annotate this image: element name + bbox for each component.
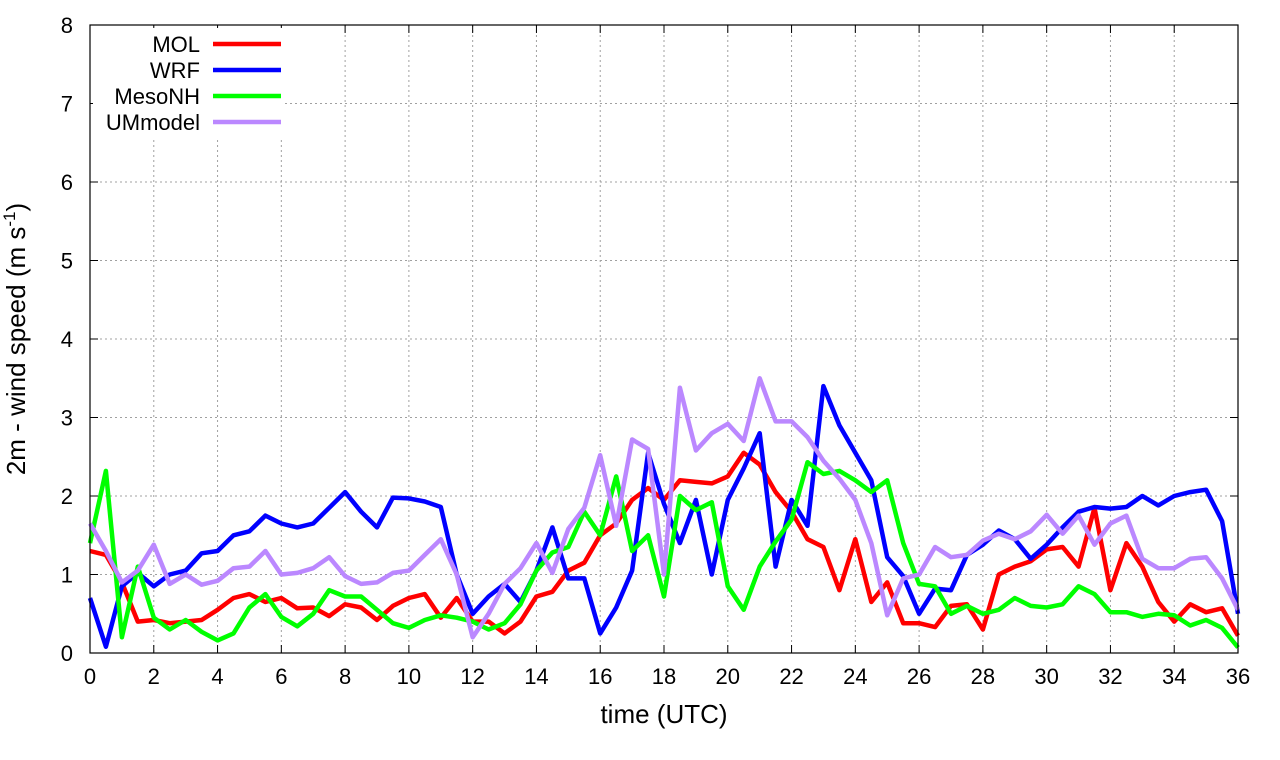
x-tick-label: 30 — [1034, 664, 1058, 689]
y-tick-label: 1 — [61, 563, 73, 588]
x-tick-label: 26 — [907, 664, 931, 689]
legend-label-ummodel: UMmodel — [106, 110, 200, 135]
y-axis-label-close: ) — [1, 203, 31, 212]
x-tick-label: 2 — [148, 664, 160, 689]
x-tick-label: 14 — [524, 664, 548, 689]
x-tick-label: 24 — [843, 664, 867, 689]
x-tick-label: 16 — [588, 664, 612, 689]
legend-label-mol: MOL — [152, 32, 200, 57]
series-line-mesonh — [87, 459, 1240, 649]
x-tick-label: 6 — [275, 664, 287, 689]
plot-frame — [89, 24, 1239, 654]
legend-background — [93, 28, 283, 138]
x-tick-label: 28 — [971, 664, 995, 689]
y-axis-label: 2m - wind speed (m s-1) — [0, 203, 31, 475]
x-tick-label: 36 — [1226, 664, 1250, 689]
y-tick-label: 2 — [61, 484, 73, 509]
y-tick-label: 4 — [61, 327, 73, 352]
series-line-ummodel — [88, 376, 1241, 640]
y-tick-label: 3 — [61, 406, 73, 431]
series-line-wrf — [87, 383, 1241, 649]
y-tick-label: 7 — [61, 92, 73, 117]
legend-label-mesonh: MesoNH — [114, 84, 200, 109]
x-tick-label: 32 — [1098, 664, 1122, 689]
y-tick-label: 8 — [61, 13, 73, 38]
x-tick-label: 20 — [716, 664, 740, 689]
x-tick-label: 8 — [339, 664, 351, 689]
x-tick-labels: 0 2 4 6 8 10 12 14 16 18 20 22 24 26 28 30 32 34 36 — [84, 664, 1250, 689]
y-tick-label: 6 — [61, 170, 73, 195]
y-axis-label-main: 2m - wind speed (m s — [1, 227, 31, 476]
x-tick-label: 0 — [84, 664, 96, 689]
x-axis-label: time (UTC) — [600, 699, 727, 729]
x-tick-label: 18 — [652, 664, 676, 689]
x-tick-label: 10 — [397, 664, 421, 689]
series-lines — [87, 376, 1241, 649]
y-axis-label-superscript: -1 — [0, 212, 19, 227]
x-tick-label: 12 — [460, 664, 484, 689]
y-tick-label: 5 — [61, 249, 73, 274]
y-tick-label: 0 — [61, 641, 73, 666]
x-tick-label: 4 — [211, 664, 223, 689]
x-tick-label: 22 — [779, 664, 803, 689]
y-tick-labels: 0 1 2 3 4 5 6 7 8 — [61, 13, 73, 666]
x-tick-label: 34 — [1162, 664, 1186, 689]
legend-label-wrf: WRF — [150, 58, 200, 83]
